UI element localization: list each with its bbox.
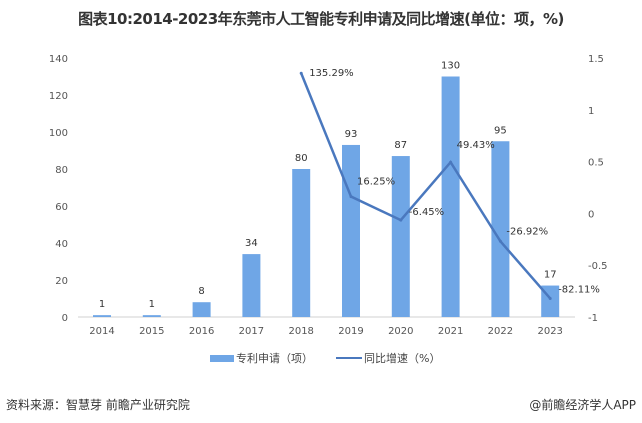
bar-value-label: 130 bbox=[441, 61, 460, 72]
growth-point bbox=[299, 71, 303, 75]
right-tick-label: 0 bbox=[588, 209, 594, 220]
bar-2018 bbox=[292, 169, 311, 317]
legend-line-swatch bbox=[336, 357, 362, 359]
growth-value-label: -26.92% bbox=[506, 226, 548, 237]
x-tick-label: 2023 bbox=[537, 326, 562, 337]
bar-value-label: 1 bbox=[99, 299, 105, 310]
legend-line-label: 同比增速（%） bbox=[364, 352, 441, 365]
x-tick-label: 2014 bbox=[89, 326, 114, 337]
credit-note: @前瞻经济学人APP bbox=[529, 398, 636, 412]
bar-value-label: 34 bbox=[245, 238, 258, 249]
growth-line bbox=[300, 72, 552, 300]
bar-2021 bbox=[441, 76, 460, 317]
x-tick-label: 2022 bbox=[488, 326, 513, 337]
bar-value-label: 87 bbox=[394, 140, 407, 151]
growth-point bbox=[449, 160, 453, 164]
x-tick-label: 2019 bbox=[338, 326, 363, 337]
growth-point bbox=[498, 239, 502, 243]
bar-2016 bbox=[192, 302, 211, 317]
bar-value-label: 80 bbox=[295, 153, 308, 164]
growth-value-label: -82.11% bbox=[558, 284, 600, 295]
bar-value-label: 93 bbox=[345, 129, 358, 140]
left-tick-label: 0 bbox=[62, 313, 68, 324]
right-tick-label: 0.5 bbox=[588, 158, 604, 169]
growth-value-label: 135.29% bbox=[309, 68, 354, 79]
bar-value-label: 17 bbox=[544, 270, 557, 281]
right-tick-label: 1.5 bbox=[588, 54, 604, 65]
bar-2019 bbox=[342, 144, 360, 317]
legend-line: 同比增速（%） bbox=[336, 350, 440, 366]
x-tick-label: 2018 bbox=[288, 326, 313, 337]
legend-bar: 专利申请（项） bbox=[210, 350, 313, 366]
left-tick-label: 100 bbox=[49, 128, 68, 139]
left-tick-label: 120 bbox=[49, 91, 68, 102]
right-tick-label: -0.5 bbox=[588, 261, 608, 272]
chart-title: 图表10:2014-2023年东莞市人工智能专利申请及同比增速(单位：项，%) bbox=[78, 10, 564, 28]
legend-bar-label: 专利申请（项） bbox=[236, 352, 313, 365]
left-tick-label: 80 bbox=[55, 165, 68, 176]
bar-2015 bbox=[142, 315, 161, 317]
growth-value-label: 49.43% bbox=[457, 140, 495, 151]
source-note: 资料来源：智慧芽 前瞻产业研究院 bbox=[6, 398, 190, 412]
right-tick-label: 1 bbox=[588, 106, 594, 117]
left-tick-label: 140 bbox=[49, 54, 68, 65]
left-tick-label: 60 bbox=[55, 202, 68, 213]
right-tick-label: -1 bbox=[588, 313, 598, 324]
x-tick-label: 2021 bbox=[438, 326, 463, 337]
growth-value-label: 16.25% bbox=[357, 177, 395, 188]
bar-2014 bbox=[93, 315, 111, 317]
growth-value-label: -6.45% bbox=[409, 207, 444, 218]
bar-2020 bbox=[391, 156, 410, 317]
bar-value-label: 1 bbox=[149, 299, 155, 310]
x-tick-label: 2020 bbox=[388, 326, 413, 337]
bar-value-label: 95 bbox=[494, 125, 507, 136]
bar-value-label: 8 bbox=[198, 286, 204, 297]
left-tick-label: 20 bbox=[55, 276, 68, 287]
bar-2022 bbox=[491, 141, 510, 317]
x-tick-label: 2017 bbox=[239, 326, 264, 337]
growth-point bbox=[548, 296, 552, 300]
growth-point bbox=[399, 218, 403, 222]
left-tick-label: 40 bbox=[55, 239, 68, 250]
x-tick-label: 2016 bbox=[189, 326, 214, 337]
x-tick-label: 2015 bbox=[139, 326, 164, 337]
legend-bar-swatch bbox=[210, 354, 234, 362]
growth-point bbox=[349, 195, 353, 199]
bar-2017 bbox=[242, 254, 261, 317]
